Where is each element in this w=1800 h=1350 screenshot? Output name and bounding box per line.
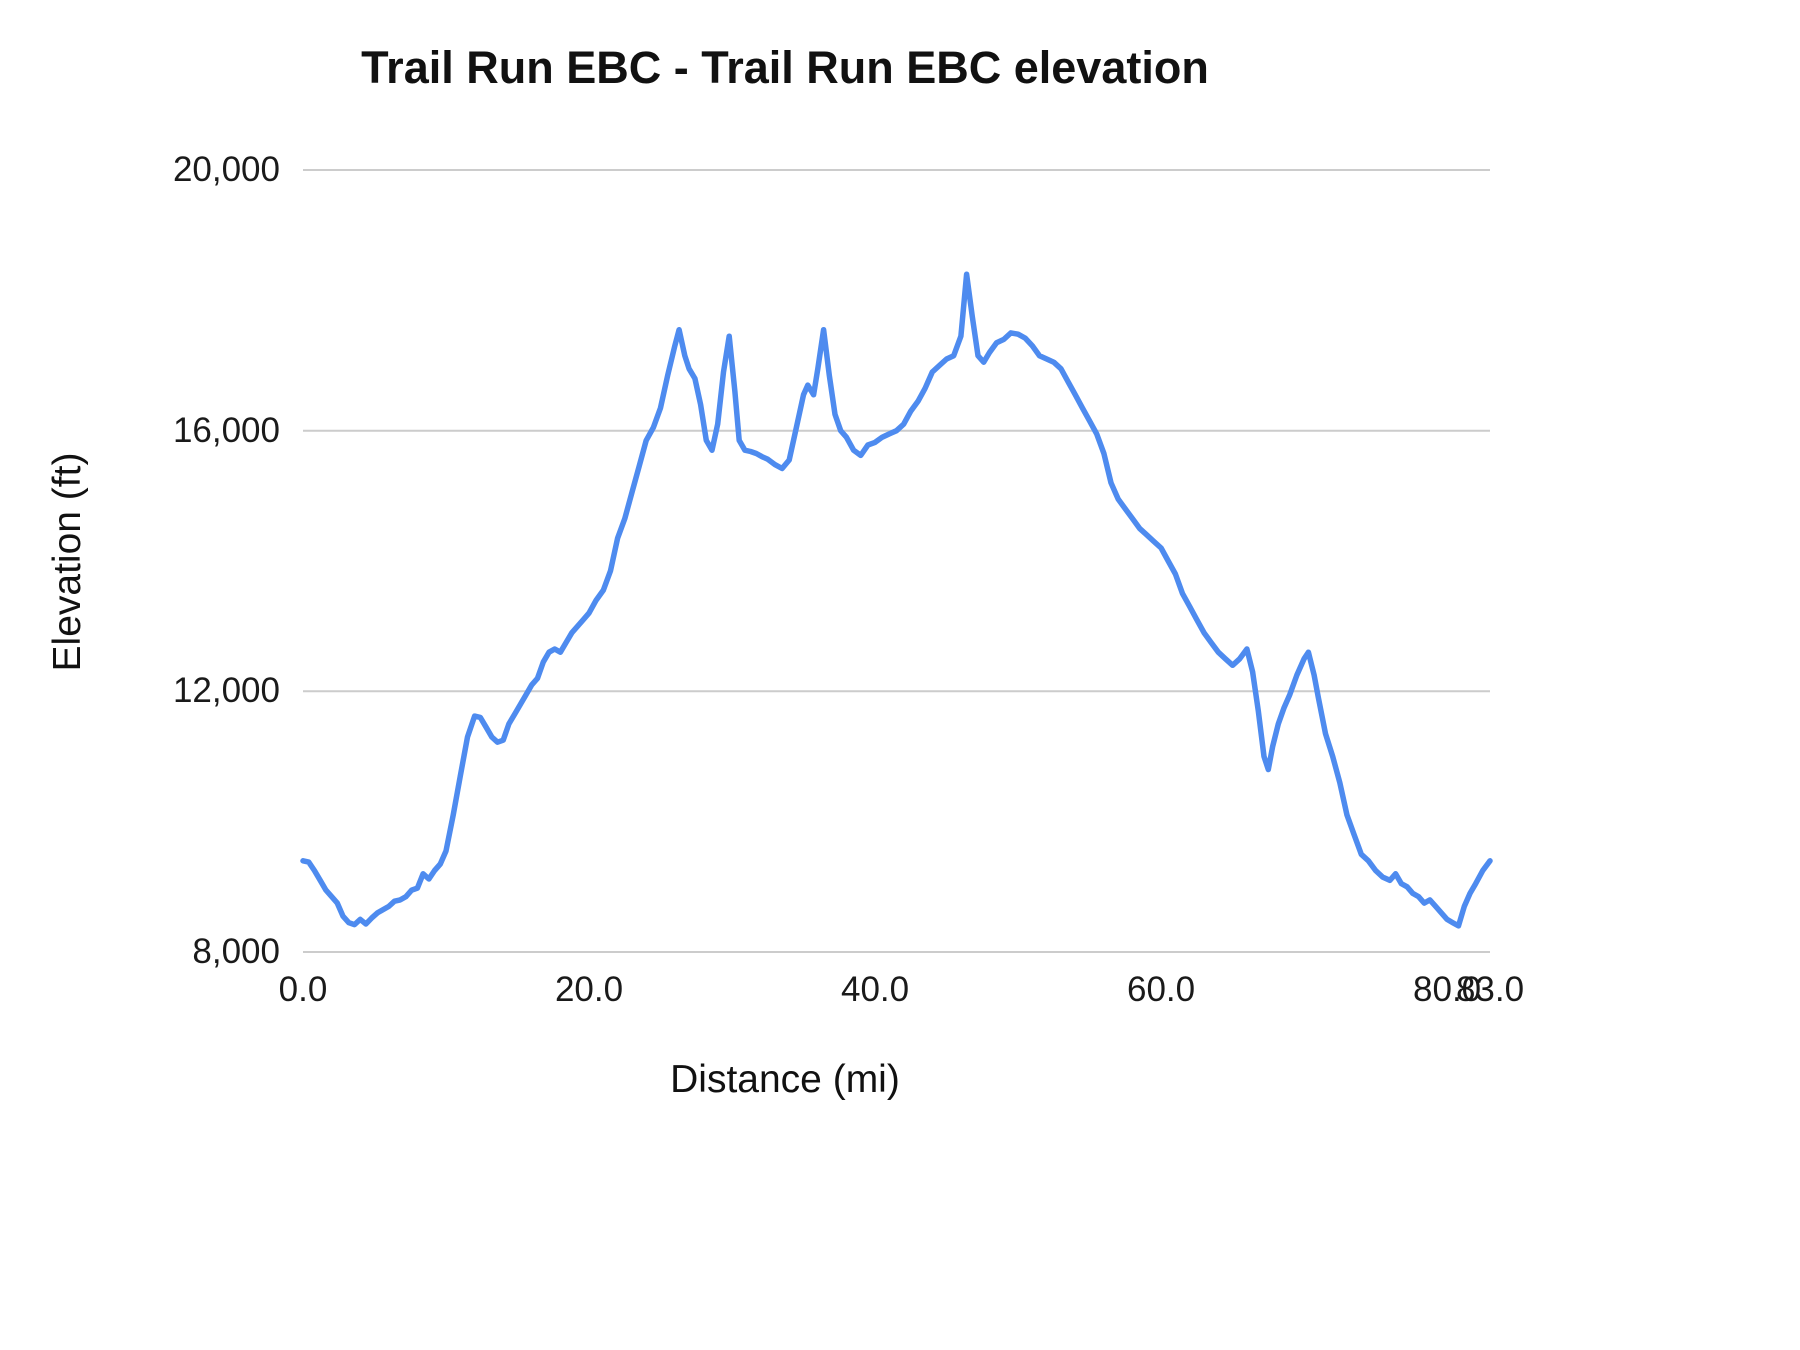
y-tick-label: 20,000 — [172, 150, 280, 189]
y-tick-label: 12,000 — [172, 671, 280, 711]
x-tick-label: 20.0 — [554, 970, 624, 1009]
x-tick-label: 80.0 — [1413, 970, 1482, 1009]
x-tick-label: 40.0 — [840, 970, 910, 1009]
y-axis-title: Elevation (ft) — [46, 452, 89, 672]
x-tick-label: 83.0 — [1455, 970, 1525, 1009]
x-tick-label: 60.0 — [1127, 970, 1196, 1009]
x-axis-title: Distance (mi) — [670, 1058, 900, 1101]
chart-title: Trail Run EBC - Trail Run EBC elevation — [361, 42, 1209, 93]
y-tick-label: 16,000 — [172, 410, 280, 450]
x-tick-label: 0.0 — [278, 970, 328, 1009]
y-tick-label: 8,000 — [192, 932, 280, 971]
